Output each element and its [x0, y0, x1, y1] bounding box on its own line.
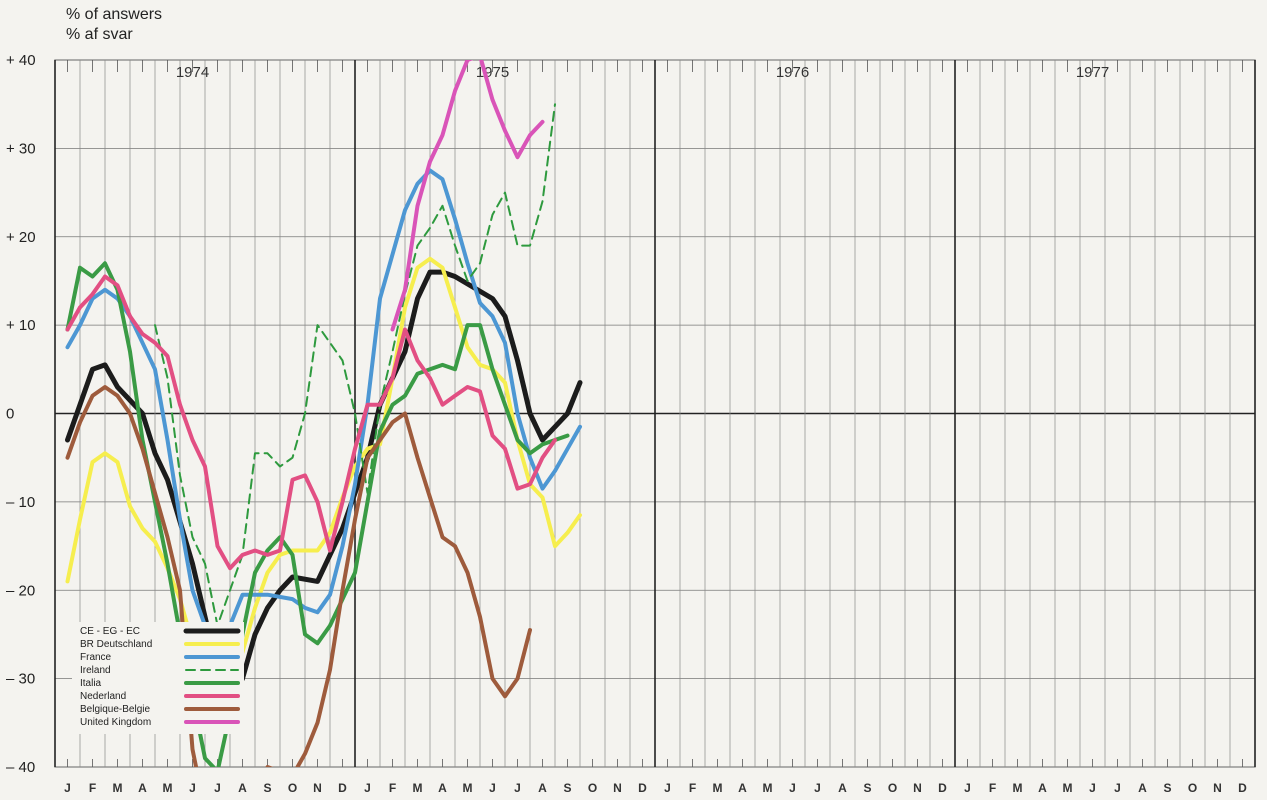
month-label: M: [1063, 781, 1073, 795]
y-tick-label: 0: [6, 406, 14, 423]
y-axis-label-danish: % af svar: [66, 26, 133, 43]
month-label: J: [514, 781, 521, 795]
y-tick-label: + 30: [6, 140, 36, 157]
month-label: M: [163, 781, 173, 795]
month-label: N: [913, 781, 922, 795]
month-label: J: [814, 781, 821, 795]
month-label: M: [413, 781, 423, 795]
month-label: J: [1114, 781, 1121, 795]
legend-label: United Kingdom: [80, 717, 151, 728]
series-line: [154, 103, 556, 627]
month-label: N: [613, 781, 622, 795]
month-label: A: [238, 781, 247, 795]
series-line: [65, 256, 582, 716]
month-label: J: [189, 781, 196, 795]
legend-label: BR Deutschland: [80, 639, 152, 650]
month-label: N: [1213, 781, 1222, 795]
month-label: S: [263, 781, 271, 795]
month-label: M: [463, 781, 473, 795]
series-line: [65, 385, 532, 767]
month-label: A: [1138, 781, 1147, 795]
month-label: O: [288, 781, 297, 795]
month-label: D: [938, 781, 947, 795]
year-label: 1977: [1076, 64, 1109, 81]
y-tick-label: + 10: [6, 317, 36, 334]
y-tick-label: – 10: [6, 494, 35, 511]
legend-box: [72, 622, 244, 734]
month-label: J: [964, 781, 971, 795]
legend-label: Italia: [80, 678, 102, 689]
month-label: D: [338, 781, 347, 795]
month-label: A: [838, 781, 847, 795]
month-label: A: [138, 781, 147, 795]
month-label: J: [214, 781, 221, 795]
legend-label: Nederland: [80, 691, 126, 702]
month-label: M: [1013, 781, 1023, 795]
series-line: [65, 274, 557, 571]
month-label: A: [438, 781, 447, 795]
month-label: J: [789, 781, 796, 795]
month-label: N: [313, 781, 322, 795]
month-label: S: [863, 781, 871, 795]
y-tick-label: – 20: [6, 582, 35, 599]
month-label: A: [1038, 781, 1047, 795]
series-line: [65, 269, 583, 704]
month-label: J: [664, 781, 671, 795]
legend-label: France: [80, 652, 112, 663]
year-label: 1974: [176, 64, 209, 81]
month-label: S: [563, 781, 571, 795]
y-tick-label: + 40: [6, 52, 36, 69]
month-label: S: [1163, 781, 1171, 795]
month-label: F: [389, 781, 396, 795]
month-label: D: [638, 781, 647, 795]
y-tick-label: – 30: [6, 671, 35, 688]
month-label: J: [1089, 781, 1096, 795]
month-label: O: [588, 781, 597, 795]
year-label: 1976: [776, 64, 809, 81]
month-label: F: [89, 781, 96, 795]
month-label: A: [738, 781, 747, 795]
month-label: F: [689, 781, 696, 795]
legend-label: CE - EG - EC: [80, 626, 140, 637]
month-label: A: [538, 781, 547, 795]
legend-label: Ireland: [80, 665, 111, 676]
month-label: F: [989, 781, 996, 795]
legend-label: Belgique-Belgie: [80, 704, 150, 715]
y-tick-label: – 40: [6, 759, 35, 776]
month-label: J: [489, 781, 496, 795]
month-label: O: [888, 781, 897, 795]
month-label: J: [364, 781, 371, 795]
month-label: M: [113, 781, 123, 795]
month-label: D: [1238, 781, 1247, 795]
month-label: M: [763, 781, 773, 795]
series-line: [390, 60, 545, 332]
month-label: M: [713, 781, 723, 795]
month-label: O: [1188, 781, 1197, 795]
series-line: [65, 168, 582, 646]
y-tick-label: + 20: [6, 229, 36, 246]
year-label: 1975: [476, 64, 509, 81]
month-label: J: [64, 781, 71, 795]
y-axis-label: % of answers: [66, 6, 163, 23]
